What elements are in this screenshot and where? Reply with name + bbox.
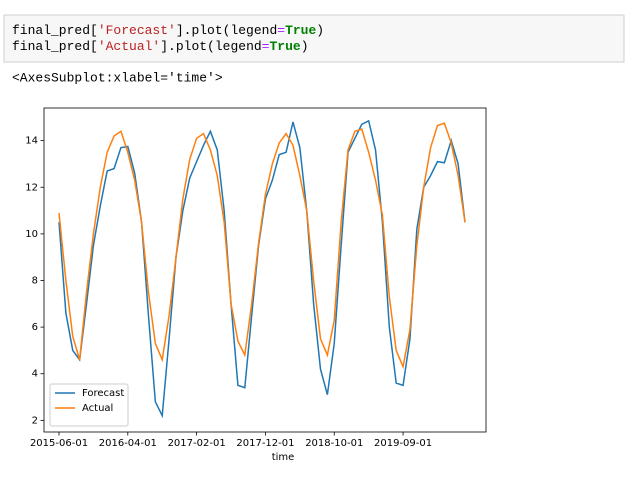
series-line [58,122,466,370]
code-token: ].plot(legend [176,23,277,38]
y-tick-label: 12 [25,182,38,193]
code-line: final_pred['Actual'].plot(legend=True) [12,39,309,54]
legend-label: Actual [82,403,113,414]
x-tick-label: 2017-02-01 [168,438,226,449]
legend-label: Forecast [82,388,124,399]
code-token: True [285,23,316,38]
code-token: = [262,39,270,54]
cell-output: <AxesSubplot:xlabel='time'> [12,70,223,85]
code-token: final_pred[ [12,23,98,38]
code-line: final_pred['Forecast'].plot(legend=True) [12,23,324,38]
x-axis-label: time [272,452,295,463]
x-tick-label: 2019-09-01 [374,438,432,449]
x-tick-label: 2018-10-01 [305,438,363,449]
code-token: True [269,39,300,54]
code-token: final_pred[ [12,39,98,54]
y-tick-label: 2 [32,415,38,426]
code-cell[interactable] [3,14,625,63]
y-tick-label: 6 [32,322,38,333]
chart: 2 4 6 8 10 12 14 2015-06-01 2016-04-01 2017-02-01… [25,107,487,463]
plot-area [43,107,487,433]
y-tick-label: 4 [32,369,38,380]
y-tick-label: 10 [25,229,38,240]
y-tick-label: 8 [32,275,38,286]
code-token: ) [316,23,324,38]
code-token: ) [301,39,309,54]
series-line [58,119,466,419]
code-token: = [277,23,285,38]
x-tick-label: 2015-06-01 [30,438,88,449]
x-tick-label: 2016-04-01 [99,438,157,449]
x-tick-label: 2017-12-01 [236,438,294,449]
legend [49,383,129,427]
code-token: 'Forecast' [98,23,176,38]
code-token: 'Actual' [98,39,160,54]
y-tick-label: 14 [25,136,38,147]
code-token: ].plot(legend [160,39,261,54]
